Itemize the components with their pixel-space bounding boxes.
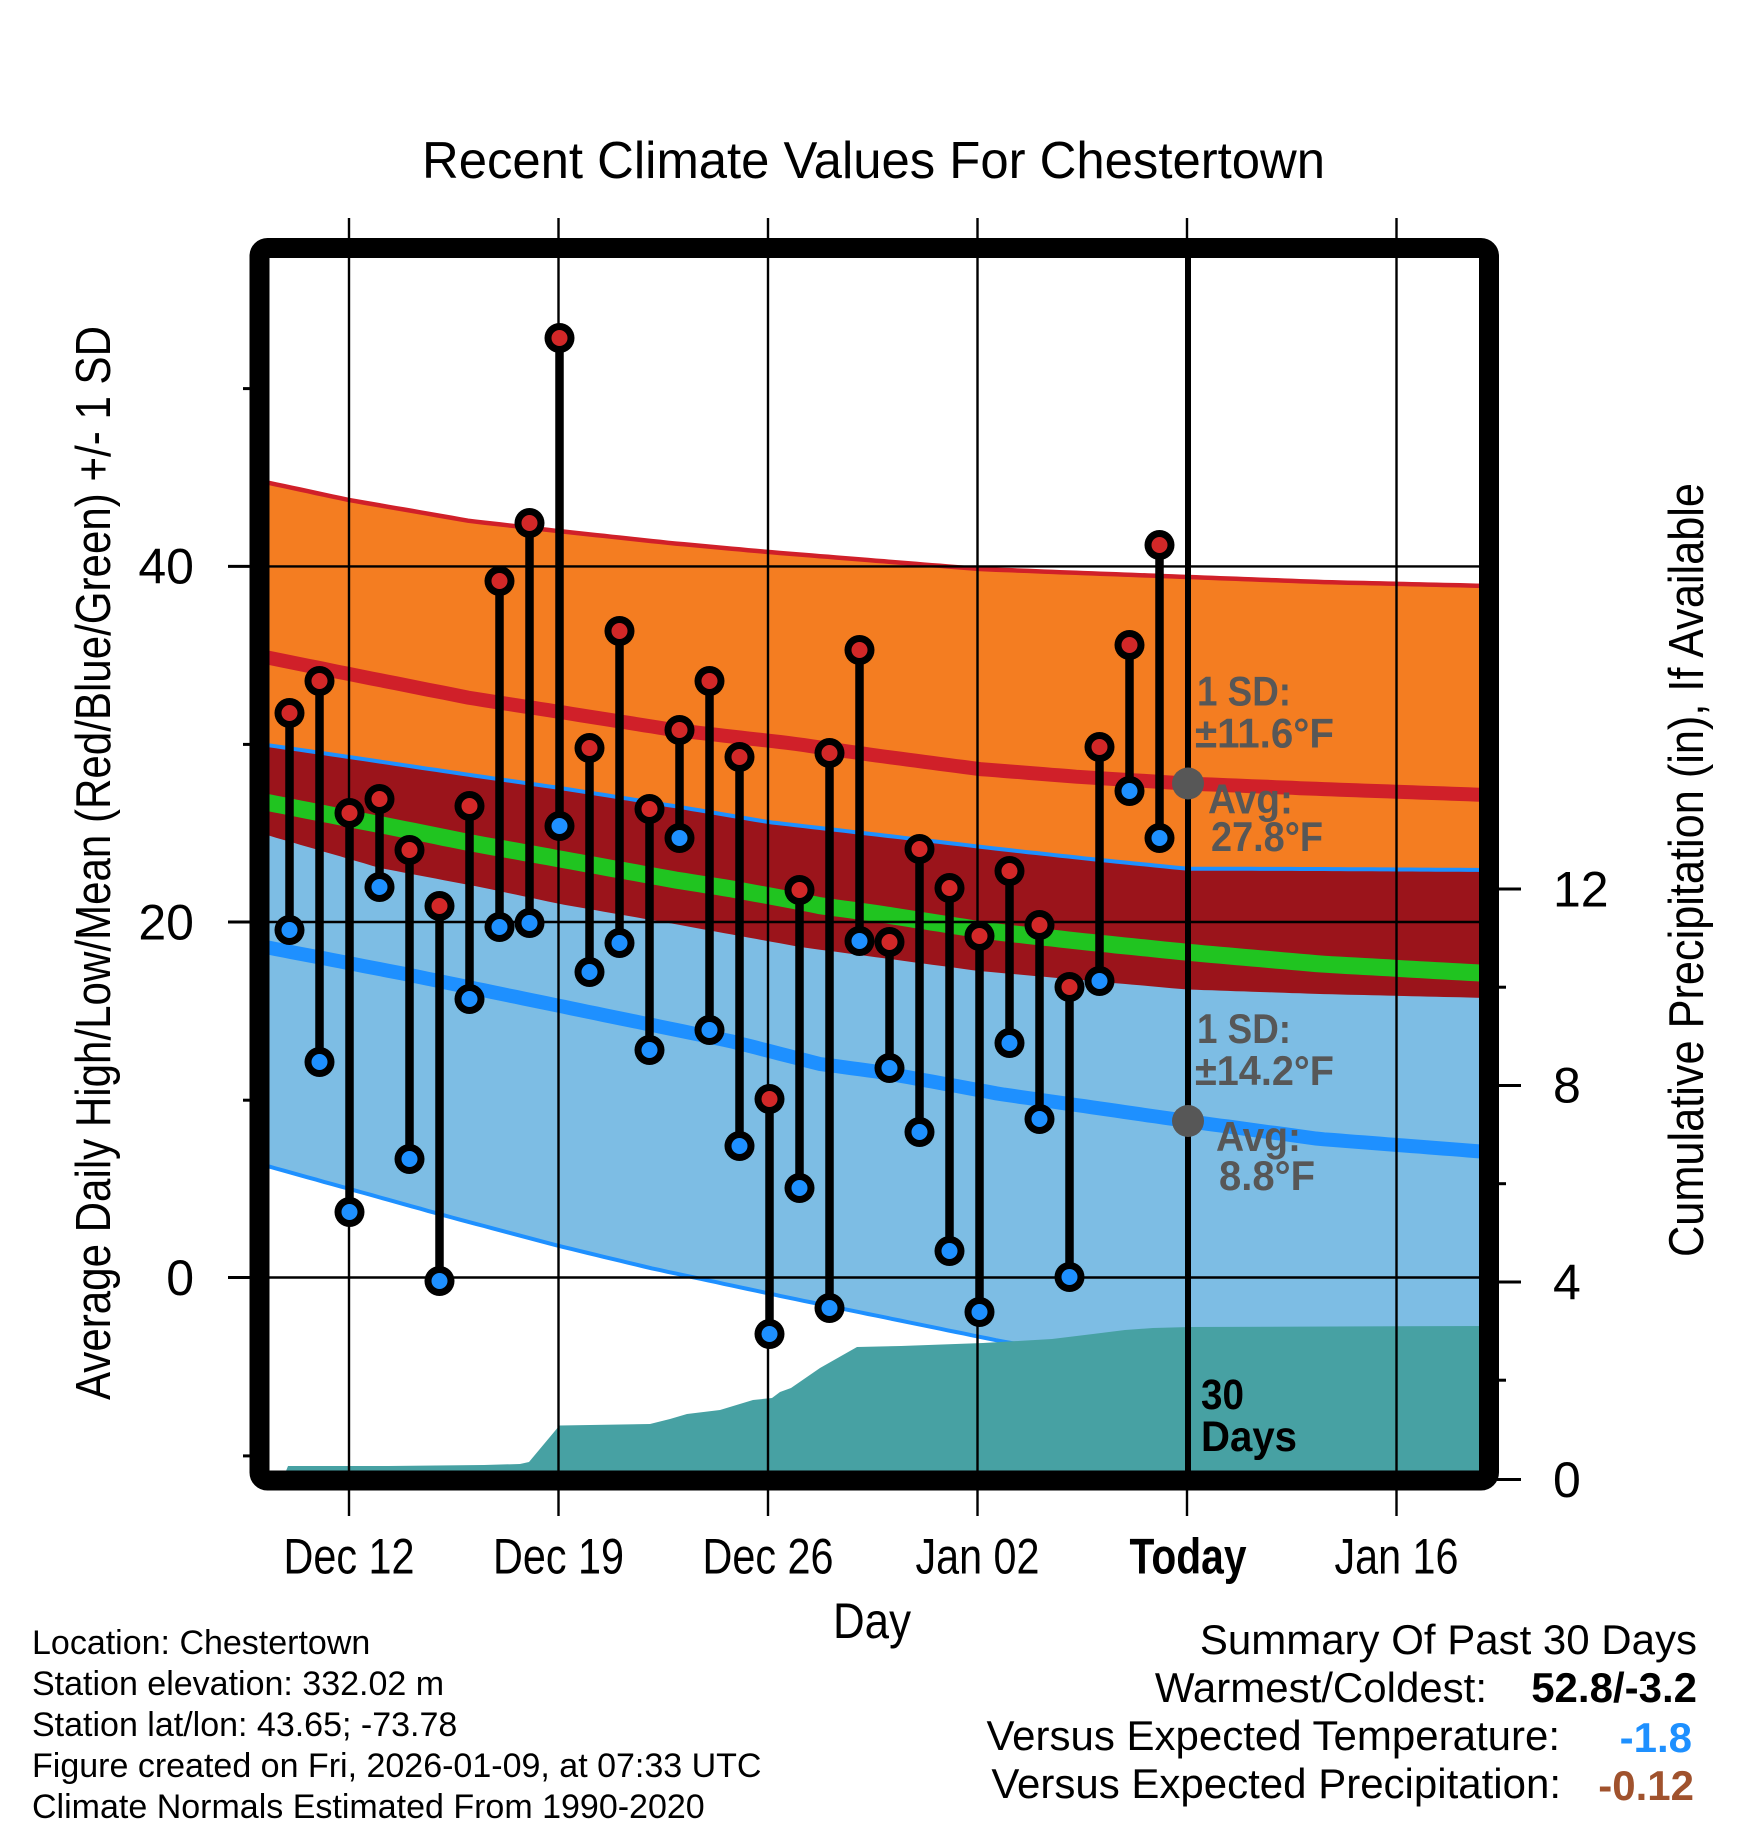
svg-text:Recent Climate Values For Ches: Recent Climate Values For Chestertown: [422, 132, 1325, 190]
svg-text:±14.2°F: ±14.2°F: [1195, 1047, 1334, 1094]
svg-text:52.8/-3.2: 52.8/-3.2: [1531, 1664, 1697, 1711]
svg-text:Cumulative Precipitation (in),: Cumulative Precipitation (in), If Availa…: [1660, 483, 1714, 1257]
svg-text:12: 12: [1553, 862, 1609, 918]
svg-text:Summary Of Past 30 Days: Summary Of Past 30 Days: [1200, 1616, 1697, 1663]
svg-text:0: 0: [1553, 1452, 1581, 1508]
svg-text:40: 40: [138, 539, 194, 595]
svg-text:Location: Chestertown: Location: Chestertown: [32, 1624, 370, 1662]
svg-text:8.8°F: 8.8°F: [1219, 1152, 1315, 1199]
svg-text:27.8°F: 27.8°F: [1211, 813, 1323, 860]
svg-text:Avg:: Avg:: [1208, 776, 1293, 823]
svg-text:Avg:: Avg:: [1216, 1113, 1301, 1160]
svg-text:Versus Expected Temperature:: Versus Expected Temperature:: [986, 1712, 1560, 1759]
svg-text:1 SD:: 1 SD:: [1197, 668, 1291, 715]
svg-text:Warmest/Coldest:: Warmest/Coldest:: [1155, 1664, 1487, 1711]
svg-text:Station elevation: 332.02 m: Station elevation: 332.02 m: [32, 1665, 444, 1703]
svg-text:±11.6°F: ±11.6°F: [1195, 710, 1334, 757]
svg-text:-0.12: -0.12: [1598, 1762, 1694, 1809]
svg-text:Jan 16: Jan 16: [1335, 1529, 1459, 1585]
svg-text:Days: Days: [1201, 1413, 1297, 1461]
svg-text:Today: Today: [1130, 1529, 1247, 1585]
svg-text:4: 4: [1553, 1255, 1581, 1311]
svg-text:Figure created on Fri, 2026-01: Figure created on Fri, 2026-01-09, at 07…: [32, 1747, 762, 1785]
svg-text:20: 20: [138, 895, 194, 951]
svg-text:Jan 02: Jan 02: [916, 1529, 1040, 1585]
svg-text:Versus Expected Precipitation:: Versus Expected Precipitation:: [991, 1760, 1561, 1807]
svg-text:-1.8: -1.8: [1620, 1714, 1692, 1761]
svg-text:Climate Normals Estimated From: Climate Normals Estimated From 1990-2020: [32, 1788, 705, 1826]
svg-text:1 SD:: 1 SD:: [1197, 1005, 1291, 1052]
svg-text:30: 30: [1201, 1371, 1244, 1419]
svg-text:Day: Day: [833, 1593, 911, 1649]
svg-text:Station lat/lon: 43.65; -73.78: Station lat/lon: 43.65; -73.78: [32, 1706, 457, 1744]
svg-text:Average Daily High/Low/Mean (R: Average Daily High/Low/Mean (Red/Blue/Gr…: [67, 326, 121, 1400]
svg-text:Dec 26: Dec 26: [703, 1529, 834, 1585]
svg-text:0: 0: [166, 1250, 194, 1306]
svg-text:8: 8: [1553, 1058, 1581, 1114]
svg-text:Dec 12: Dec 12: [284, 1529, 415, 1585]
svg-text:Dec 19: Dec 19: [493, 1529, 624, 1585]
